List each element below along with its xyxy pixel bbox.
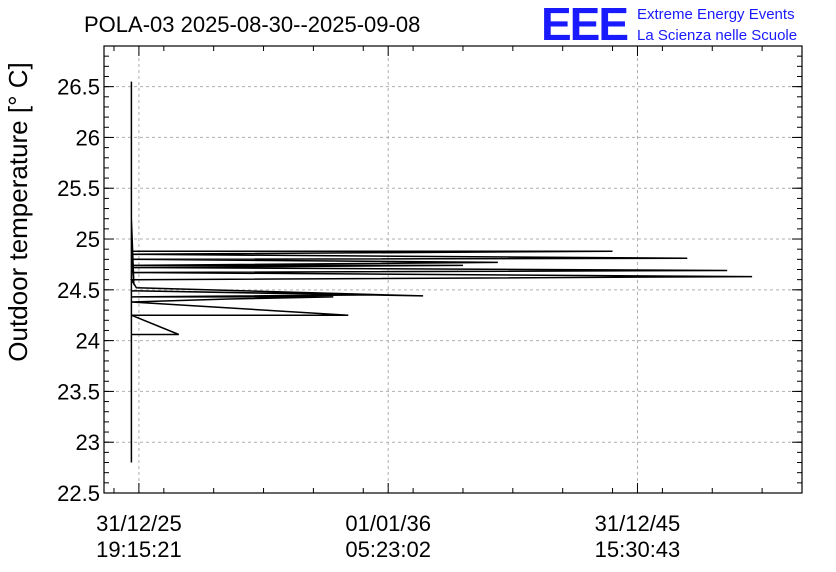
x-tick-label-date: 31/12/25 [96, 511, 182, 536]
y-tick-label: 26 [76, 125, 100, 150]
y-tick-label: 24.5 [57, 278, 100, 303]
y-tick-label: 25.5 [57, 176, 100, 201]
x-tick-label-time: 15:30:43 [595, 537, 681, 562]
logo-mark: EEE [541, 0, 627, 50]
tick-labels: 22.5 23 23.5 24 24.5 25 25.5 26 26.5 31/12/2519:1… [57, 75, 680, 562]
series-line-0 [130, 81, 753, 463]
y-axis-label: Outdoor temperature [° C] [3, 62, 33, 361]
x-tick-label-date: 01/01/36 [345, 511, 431, 536]
y-tick-label: 24 [76, 329, 100, 354]
y-tick-label: 23 [76, 430, 100, 455]
series-layer [130, 81, 753, 463]
logo-line-2: La Scienza nelle Scuole [637, 27, 797, 44]
chart-title: POLA-03 2025-08-30--2025-09-08 [84, 12, 420, 37]
y-tick-label: 22.5 [57, 481, 100, 506]
x-tick-label-date: 31/12/45 [595, 511, 681, 536]
axes [103, 45, 803, 494]
grid-lines [104, 46, 802, 494]
y-tick-label: 26.5 [57, 75, 100, 100]
y-tick-label: 23.5 [57, 379, 100, 404]
eee-logo: EEE Extreme Energy Events La Scienza nel… [541, 0, 797, 50]
logo-line-1: Extreme Energy Events [637, 6, 795, 23]
y-tick-label: 25 [76, 227, 100, 252]
x-tick-label-time: 19:15:21 [96, 537, 182, 562]
x-tick-label-time: 05:23:02 [345, 537, 431, 562]
plot-frame [103, 45, 803, 494]
